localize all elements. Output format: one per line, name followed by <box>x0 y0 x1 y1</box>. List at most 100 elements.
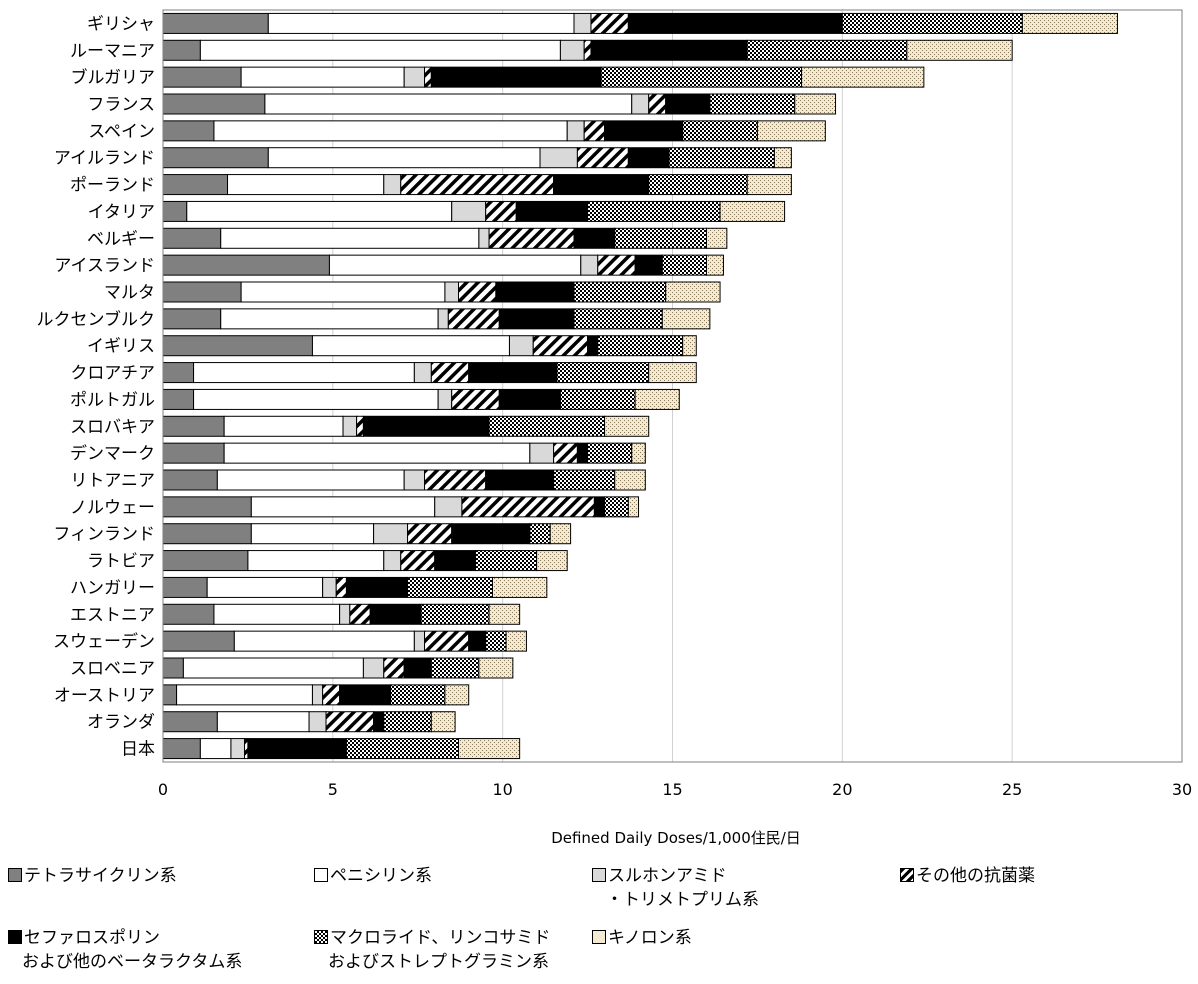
bar-segment-sul <box>230 738 246 760</box>
bar-segment-cep <box>430 66 602 88</box>
bar-segment-oth <box>424 630 470 652</box>
bar-segment-cep <box>576 442 589 464</box>
x-tick-label: 30 <box>1172 780 1192 799</box>
bar-segment-sul <box>573 12 592 34</box>
bar-segment-qui <box>773 147 792 169</box>
category-label: 日本 <box>121 740 155 760</box>
bar-segment-oth <box>400 174 555 196</box>
bar-segment-sul <box>383 174 402 196</box>
category-label: デンマーク <box>70 443 155 464</box>
bar-segment-tetra <box>162 657 184 679</box>
bar-segment-sul <box>529 442 555 464</box>
x-tick-label: 5 <box>328 780 338 799</box>
bar-segment-qui <box>661 308 711 330</box>
bar-segment-cep <box>573 227 616 249</box>
bar-segment-cep <box>451 523 531 545</box>
bar-segment-mac <box>841 12 1023 34</box>
bar-segment-tetra <box>162 576 208 598</box>
bar-segment-qui <box>631 442 646 464</box>
bar-segment-oth <box>485 200 517 222</box>
bar-segment-qui <box>491 576 548 598</box>
bar-segment-cep <box>593 496 606 518</box>
category-label: ベルギー <box>87 229 155 249</box>
x-tick-label: 0 <box>158 780 168 799</box>
bar-segment-mac <box>559 388 636 410</box>
bar-segment-pen <box>233 630 415 652</box>
bar-segment-qui <box>794 93 837 115</box>
bar-segment-pen <box>240 66 405 88</box>
bar-segment-qui <box>627 496 640 518</box>
bar-segment-tetra <box>162 469 218 491</box>
bar-segment-sul <box>373 523 409 545</box>
bar-segment-oth <box>325 711 375 733</box>
bar-segment-mac <box>587 200 721 222</box>
bar-segment-oth <box>461 496 595 518</box>
bar-segment-mac <box>648 174 748 196</box>
category-label: オランダ <box>87 713 155 733</box>
x-tick-label: 15 <box>662 780 682 799</box>
bar-segment-tetra <box>162 120 215 142</box>
bar-segment-oth <box>447 308 500 330</box>
bar-segment-tetra <box>162 550 249 572</box>
x-tick-label: 25 <box>1002 780 1022 799</box>
bar-segment-qui <box>458 738 521 760</box>
bar-segment-tetra <box>162 684 178 706</box>
bar-segment-oth <box>597 254 636 276</box>
bar-segment-sul <box>444 281 460 303</box>
bar-segment-tetra <box>162 227 222 249</box>
bar-segment-tetra <box>162 174 229 196</box>
bar-segment-pen <box>213 120 568 142</box>
bar-segment-mac <box>383 711 432 733</box>
bar-segment-qui <box>705 227 728 249</box>
bar-segment-cep <box>468 630 487 652</box>
bar-segment-sul <box>342 415 358 437</box>
bar-segment-tetra <box>162 711 218 733</box>
bar-segment-oth <box>424 469 487 491</box>
bar-segment-sul <box>566 120 585 142</box>
bar-segment-cep <box>339 684 392 706</box>
bar-segment-cep <box>369 603 422 625</box>
bar-segment-cep <box>590 39 748 61</box>
bar-segment-qui <box>488 603 521 625</box>
bar-segment-mac <box>600 66 803 88</box>
bar-segment-tetra <box>162 254 330 276</box>
bar-segment-cep <box>604 120 684 142</box>
bar-segment-tetra <box>162 200 188 222</box>
bar-segment-mac <box>597 335 684 357</box>
bars <box>162 12 1118 760</box>
bar-segment-qui <box>634 388 680 410</box>
bar-segment-qui <box>906 39 1013 61</box>
bar-segment-pen <box>328 254 582 276</box>
bar-segment-tetra <box>162 281 242 303</box>
bar-segment-oth <box>488 227 575 249</box>
bar-segment-oth <box>322 684 341 706</box>
bar-segment-tetra <box>162 388 195 410</box>
bar-segment-pen <box>216 711 310 733</box>
bar-segment-qui <box>430 711 456 733</box>
bar-segment-mac <box>614 227 707 249</box>
bar-segment-sul <box>413 362 432 384</box>
category-label: オーストリア <box>54 686 155 706</box>
bar-segment-oth <box>590 12 629 34</box>
bar-segment-pen <box>220 308 439 330</box>
x-axis-label: Defined Daily Doses/1,000住民/日 <box>551 829 801 847</box>
category-label: マルタ <box>104 283 155 303</box>
bar-segment-mac <box>474 550 538 572</box>
bar-segment-pen <box>193 362 415 384</box>
bar-segment-pen <box>213 603 341 625</box>
bar-segment-pen <box>240 281 446 303</box>
bar-segment-cep <box>495 281 575 303</box>
bar-segment-pen <box>216 469 405 491</box>
bar-segment-qui <box>719 200 786 222</box>
bar-segment-oth <box>400 550 436 572</box>
bar-segment-sul <box>437 308 449 330</box>
bar-segment-sul <box>403 66 426 88</box>
bar-segment-mac <box>529 523 551 545</box>
bar-segment-cep <box>373 711 385 733</box>
bar-segment-sul <box>508 335 534 357</box>
bar-segment-sul <box>539 147 578 169</box>
axes <box>162 9 1183 763</box>
bar-segment-oth <box>335 576 347 598</box>
bar-segment-pen <box>267 147 541 169</box>
category-labels: ギリシャルーマニアブルガリアフランススペインアイルランドポーランドイタリアベルギ… <box>37 14 156 759</box>
